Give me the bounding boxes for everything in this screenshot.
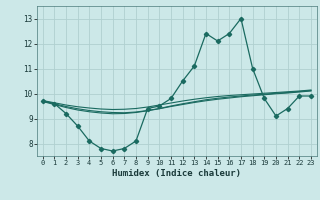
X-axis label: Humidex (Indice chaleur): Humidex (Indice chaleur): [112, 169, 241, 178]
